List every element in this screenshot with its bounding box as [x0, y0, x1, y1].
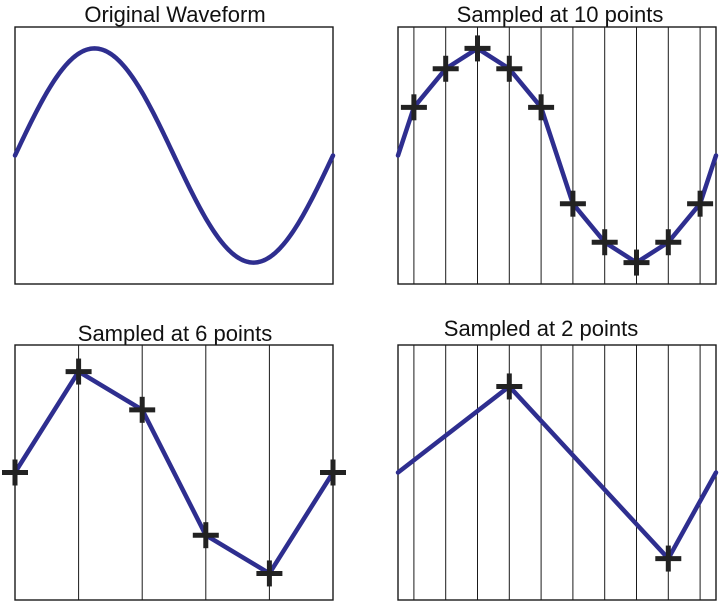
sample-marker — [528, 94, 555, 121]
sample-marker — [623, 249, 650, 276]
sample-marker — [687, 190, 714, 217]
sample-marker — [2, 459, 28, 486]
sample-marker — [655, 229, 682, 256]
sample-marker — [496, 373, 523, 400]
panel-title: Original Waveform — [84, 2, 265, 27]
sample-marker — [432, 55, 459, 82]
panel-title: Sampled at 2 points — [444, 316, 638, 341]
waveform-line — [395, 384, 719, 561]
sample-marker — [496, 55, 523, 82]
waveform-line — [12, 46, 336, 265]
sample-marker — [65, 358, 92, 385]
waveform-line — [395, 46, 719, 265]
sample-marker — [320, 459, 346, 486]
panel-sampled-6-points: Sampled at 6 points — [2, 321, 346, 601]
panel-title: Sampled at 6 points — [78, 321, 272, 346]
sample-marker — [655, 545, 682, 572]
waveform-line — [12, 369, 336, 576]
panel-title: Sampled at 10 points — [457, 2, 664, 27]
sample-marker — [192, 522, 219, 549]
sample-marker — [591, 229, 618, 256]
sample-marker — [129, 396, 156, 423]
sample-marker — [400, 94, 427, 121]
panel-sampled-2-points: Sampled at 2 points — [395, 316, 719, 601]
panel-sampled-10-points: Sampled at 10 points — [395, 2, 719, 285]
sample-marker — [256, 560, 283, 587]
sample-marker — [464, 35, 491, 62]
sample-marker — [559, 190, 586, 217]
panel-original-waveform: Original Waveform — [12, 2, 336, 285]
